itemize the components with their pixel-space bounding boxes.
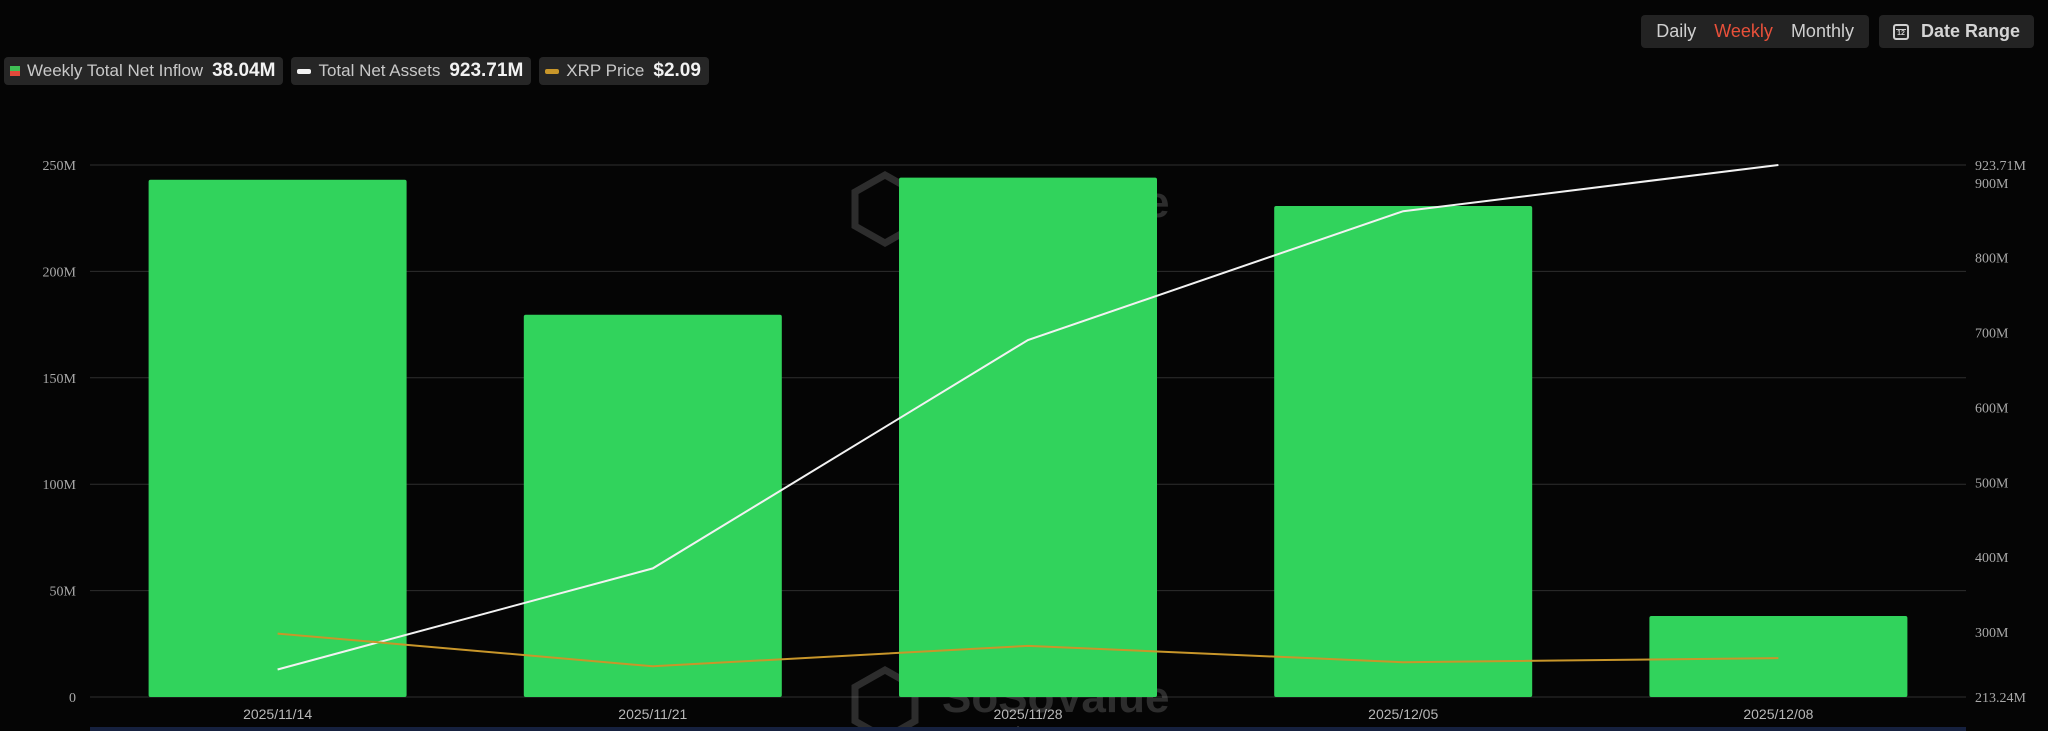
net-assets-line <box>277 164 1779 671</box>
inflow-bar <box>899 177 1157 697</box>
left-axis-tick-label: 100M <box>43 478 77 493</box>
left-axis-tick-label: 150M <box>43 372 77 387</box>
right-axis-tick-label: 500M <box>1975 476 2009 491</box>
series-lines <box>277 164 1779 671</box>
left-axis-ticks: 0 50M 100M 150M 200M 250M <box>43 159 77 706</box>
chart-legend: Weekly Total Net Inflow 38.04M Total Net… <box>4 57 709 85</box>
inflow-bar <box>1649 616 1908 697</box>
right-axis-tick-label: 300M <box>1975 626 2009 641</box>
x-axis-tick-label: 2025/11/21 <box>618 706 687 722</box>
legend-net-inflow[interactable]: Weekly Total Net Inflow 38.04M <box>4 57 284 85</box>
inflow-bars <box>148 177 1908 697</box>
xrp-price-line <box>277 632 1779 668</box>
xrp-price-swatch <box>545 68 560 74</box>
right-axis-tick-label: 900M <box>1975 177 2009 192</box>
inflow-bar <box>148 179 407 697</box>
range-slider-track[interactable] <box>90 727 1966 731</box>
period-daily-button[interactable]: Daily <box>1656 21 1697 41</box>
period-selector: Daily Weekly Monthly <box>1641 15 1869 48</box>
x-axis-tick-label: 2025/12/05 <box>1368 706 1438 722</box>
right-axis-tick-label: 800M <box>1975 252 2009 267</box>
inflow-bar <box>523 314 782 697</box>
calendar-icon: 12 <box>1892 23 1909 40</box>
left-axis-tick-label: 0 <box>69 691 76 706</box>
left-axis-tick-label: 200M <box>43 265 77 280</box>
legend-xrp-price-value: $2.09 <box>653 60 701 81</box>
watermark-url: sosovalue.com <box>944 722 1091 731</box>
x-axis-tick-label: 2025/11/14 <box>243 706 312 722</box>
left-axis-tick-label: 50M <box>50 585 77 600</box>
legend-net-inflow-value: 38.04M <box>212 60 276 81</box>
date-range-button[interactable]: 12 Date Range <box>1878 15 2034 48</box>
x-axis-tick-label: 2025/11/28 <box>993 706 1062 722</box>
right-axis-tick-label: 700M <box>1975 327 2009 342</box>
legend-net-assets[interactable]: Total Net Assets 923.71M <box>291 57 532 85</box>
legend-net-assets-label: Total Net Assets <box>318 61 441 80</box>
legend-net-inflow-label: Weekly Total Net Inflow <box>27 61 204 80</box>
right-axis-ticks: 213.24M 300M 400M 500M 600M 700M 800M 900M 923.7… <box>1975 159 2027 706</box>
period-weekly-button[interactable]: Weekly <box>1714 21 1773 41</box>
date-range-label: Date Range <box>1920 21 2020 41</box>
legend-xrp-price[interactable]: XRP Price $2.09 <box>539 57 709 85</box>
x-axis-tick-label: 2025/12/08 <box>1743 706 1813 722</box>
chart-toolbar: Daily Weekly Monthly 12 Date Range <box>1641 15 2034 48</box>
right-axis-tick-label: 923.71M <box>1975 159 2027 174</box>
x-axis-ticks: 2025/11/14 2025/11/21 2025/11/28 2025/12/05… <box>243 706 1814 722</box>
net-assets-swatch <box>297 68 312 74</box>
legend-net-assets-value: 923.71M <box>449 60 524 81</box>
legend-xrp-price-label: XRP Price <box>566 61 645 80</box>
inflow-bar <box>1274 205 1533 697</box>
right-axis-tick-label: 213.24M <box>1975 691 2027 706</box>
right-axis-tick-label: 400M <box>1975 551 2009 566</box>
right-axis-tick-label: 600M <box>1975 401 2009 416</box>
net-inflow-swatch <box>10 66 20 76</box>
left-axis-tick-label: 250M <box>43 159 77 174</box>
period-monthly-button[interactable]: Monthly <box>1790 21 1854 41</box>
